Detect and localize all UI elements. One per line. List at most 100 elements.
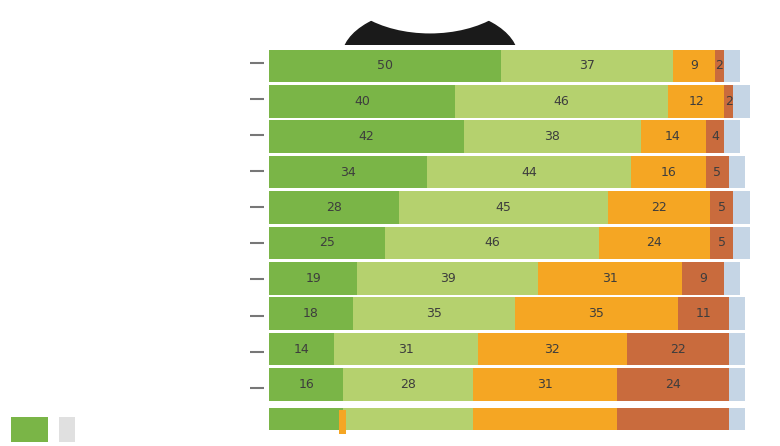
Bar [724, 85, 733, 118]
Bar [714, 50, 724, 82]
Bar [706, 156, 729, 188]
Text: 50: 50 [378, 59, 393, 72]
Text: 22: 22 [670, 343, 686, 356]
Bar [706, 120, 724, 153]
Text: 42: 42 [359, 130, 374, 143]
Bar [455, 85, 668, 118]
Text: 22: 22 [651, 201, 667, 214]
Text: 38: 38 [544, 130, 560, 143]
Bar [599, 227, 710, 259]
Text: 25: 25 [319, 236, 335, 249]
Bar [733, 227, 750, 259]
Bar [729, 297, 745, 330]
Text: 24: 24 [665, 378, 681, 391]
Bar [269, 85, 455, 118]
Text: 24: 24 [647, 236, 662, 249]
Bar [269, 191, 399, 224]
Bar [269, 50, 502, 82]
Text: 4: 4 [711, 130, 718, 143]
Text: 31: 31 [537, 378, 553, 391]
Bar [464, 120, 640, 153]
Bar [724, 120, 740, 153]
Text: 9: 9 [699, 272, 707, 285]
Text: 31: 31 [602, 272, 619, 285]
Text: 45: 45 [495, 201, 512, 214]
Bar [399, 191, 608, 224]
Bar [343, 408, 473, 430]
Bar [733, 191, 750, 224]
Bar [343, 368, 473, 401]
Text: 46: 46 [484, 236, 500, 249]
Ellipse shape [338, 0, 523, 33]
Text: 2: 2 [715, 59, 723, 72]
Bar [668, 85, 724, 118]
Text: 5: 5 [718, 236, 725, 249]
Bar [608, 191, 710, 224]
Bar [269, 156, 427, 188]
Bar [269, 368, 343, 401]
Bar [11, 417, 48, 442]
Bar [729, 408, 745, 430]
Bar [269, 297, 353, 330]
Bar [502, 50, 673, 82]
Bar [640, 120, 706, 153]
Bar [724, 262, 740, 295]
Bar [473, 408, 617, 430]
Bar [339, 410, 346, 434]
Bar [353, 297, 515, 330]
Bar [617, 368, 729, 401]
Bar [682, 262, 724, 295]
Text: 40: 40 [354, 95, 370, 108]
Bar [538, 262, 682, 295]
Text: 2: 2 [725, 95, 732, 108]
Bar [269, 262, 357, 295]
Text: 14: 14 [294, 343, 310, 356]
Bar [269, 227, 385, 259]
Text: 5: 5 [718, 201, 725, 214]
Bar [269, 333, 334, 365]
Bar [631, 156, 706, 188]
Bar [617, 408, 729, 430]
Text: 16: 16 [299, 378, 314, 391]
Bar [357, 262, 538, 295]
Bar [724, 50, 740, 82]
Bar [729, 156, 745, 188]
Bar [678, 297, 729, 330]
Text: 34: 34 [340, 165, 356, 178]
Text: 16: 16 [661, 165, 676, 178]
Text: 28: 28 [326, 201, 342, 214]
Bar [710, 191, 733, 224]
Bar [427, 156, 631, 188]
Bar [626, 333, 729, 365]
Text: 31: 31 [398, 343, 414, 356]
Text: 28: 28 [400, 378, 417, 391]
Text: 11: 11 [695, 307, 711, 320]
Text: 19: 19 [305, 272, 321, 285]
Text: 12: 12 [689, 95, 704, 108]
Bar [385, 227, 599, 259]
Text: 39: 39 [440, 272, 456, 285]
Text: 14: 14 [665, 130, 681, 143]
Text: 5: 5 [713, 165, 722, 178]
Text: 37: 37 [580, 59, 595, 72]
Bar [729, 368, 745, 401]
Bar [269, 120, 464, 153]
Bar [729, 333, 745, 365]
Text: 9: 9 [690, 59, 698, 72]
Text: 35: 35 [426, 307, 441, 320]
Text: 32: 32 [544, 343, 560, 356]
Bar [710, 227, 733, 259]
Text: 18: 18 [303, 307, 319, 320]
Bar [478, 333, 626, 365]
Bar [269, 408, 343, 430]
Bar [59, 417, 76, 442]
Bar [515, 297, 678, 330]
Text: 46: 46 [554, 95, 569, 108]
Text: 44: 44 [521, 165, 537, 178]
Ellipse shape [342, 9, 518, 107]
Text: 35: 35 [588, 307, 604, 320]
Bar [733, 85, 750, 118]
Bar [673, 50, 714, 82]
Bar [334, 333, 478, 365]
Bar [473, 368, 617, 401]
